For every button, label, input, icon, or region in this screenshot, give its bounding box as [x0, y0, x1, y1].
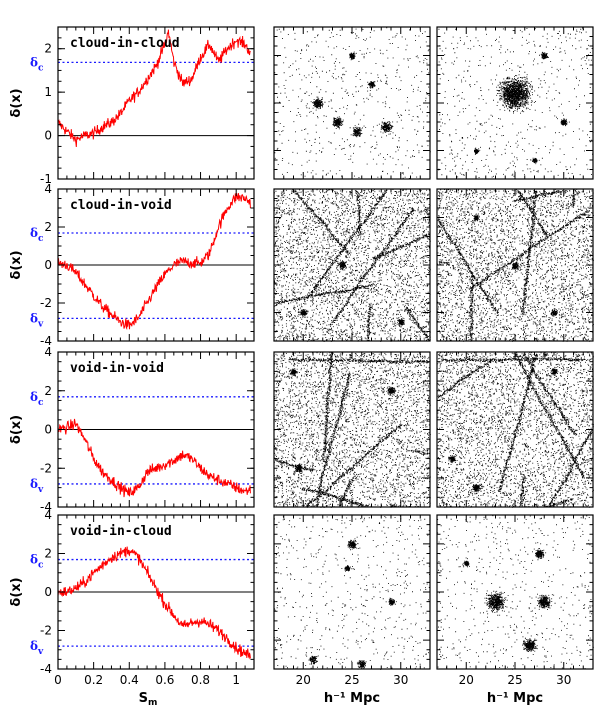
line-panel-3: δc δv -4 -2 0 2 4 δ(x) void-in-void: [9, 345, 255, 514]
line-panel-4: δc δv -4 -2 0 2 4 0 0.2 0.4 0.6 0.8 1 Sm δ(x) void-in-c…: [9, 508, 255, 708]
line-panel-1: δc -1 0 1 2 δ(x) cloud-in-cloud: [9, 26, 255, 186]
particle-panel-r3-c1: [273, 351, 431, 508]
threshold-label: δv: [30, 311, 44, 329]
particle-points: [274, 189, 431, 342]
series-line: [57, 546, 251, 660]
y-axis-label: δ(x): [9, 250, 24, 279]
y-axis-label: δ(x): [9, 88, 24, 117]
particle-panel-r4-c1: 20 25 30 h⁻¹ Mpc: [273, 514, 431, 706]
particle-panel-r4-c2: 20 25 30 h⁻¹ Mpc: [436, 514, 594, 706]
x-tick-label: 0.6: [155, 673, 174, 687]
x-tick-label: 1: [232, 673, 240, 687]
y-tick-label: -2: [40, 624, 52, 638]
y-axis-label: δ(x): [9, 577, 24, 606]
series-line: [57, 29, 251, 148]
y-tick-label: 2: [44, 384, 52, 398]
x-axis-label: Sm: [139, 691, 158, 708]
particle-panel-r1-c1: [273, 26, 431, 180]
y-tick-label: 2: [44, 547, 52, 561]
x-axis-label: h⁻¹ Mpc: [324, 691, 380, 706]
x-tick-label: 25: [507, 673, 522, 687]
x-axis-label: h⁻¹ Mpc: [487, 691, 543, 706]
plot-frame: [273, 26, 431, 180]
panel-label: void-in-void: [70, 361, 164, 376]
particle-points: [437, 27, 594, 180]
series-line: [57, 193, 251, 331]
threshold-label: δv: [30, 639, 44, 657]
y-tick-label: 0: [44, 585, 52, 599]
panel-label: cloud-in-cloud: [70, 36, 180, 51]
y-axis-label: δ(x): [9, 415, 24, 444]
x-tick-label: 0.2: [84, 673, 103, 687]
particle-panel-r2-c1: [273, 188, 431, 342]
x-tick-label: 0.8: [191, 673, 210, 687]
particle-points: [437, 352, 594, 508]
x-tick-label: 20: [459, 673, 474, 687]
y-tick-label: 2: [44, 42, 52, 56]
y-tick-label: 0: [44, 423, 52, 437]
panel-label: void-in-cloud: [70, 524, 172, 539]
plot-frame: [436, 351, 594, 508]
x-tick-label: 30: [393, 673, 408, 687]
particle-points: [274, 352, 431, 508]
plot-frame: [273, 514, 431, 670]
particle-panel-r1-c2: [436, 26, 594, 180]
particle-panel-r3-c2: [436, 351, 594, 508]
series-line: [57, 418, 251, 498]
x-tick-label: 0.4: [120, 673, 139, 687]
y-tick-label: 2: [44, 220, 52, 234]
y-tick-label: -2: [40, 461, 52, 475]
threshold-label: δc: [30, 55, 44, 73]
threshold-label: δc: [30, 226, 44, 244]
particle-points: [274, 515, 431, 670]
y-tick-label: 4: [44, 345, 52, 359]
particle-points: [274, 27, 431, 180]
particle-points: [437, 515, 594, 670]
y-tick-label: 0: [44, 258, 52, 272]
y-tick-label: 1: [44, 85, 52, 99]
x-tick-label: 30: [556, 673, 571, 687]
y-tick-label: 4: [44, 182, 52, 196]
threshold-label: δc: [30, 390, 44, 408]
y-tick-label: -1: [40, 172, 52, 186]
y-tick-label: -4: [40, 334, 52, 348]
x-tick-label: 25: [344, 673, 359, 687]
x-tick-label: 20: [296, 673, 311, 687]
y-tick-label: 0: [44, 129, 52, 143]
plot-frame: [436, 514, 594, 670]
y-tick-label: 4: [44, 508, 52, 522]
particle-panel-r2-c2: [436, 188, 594, 342]
y-tick-label: -2: [40, 296, 52, 310]
line-panel-2: δc δv -4 -2 0 2 4 δ(x) cloud-in-void: [9, 182, 255, 348]
x-tick-label: 0: [54, 673, 62, 687]
y-tick-label: -4: [40, 500, 52, 514]
threshold-label: δc: [30, 553, 44, 571]
y-tick-label: -4: [40, 662, 52, 676]
particle-points: [437, 189, 594, 342]
panel-label: cloud-in-void: [70, 198, 172, 213]
threshold-label: δv: [30, 477, 44, 495]
